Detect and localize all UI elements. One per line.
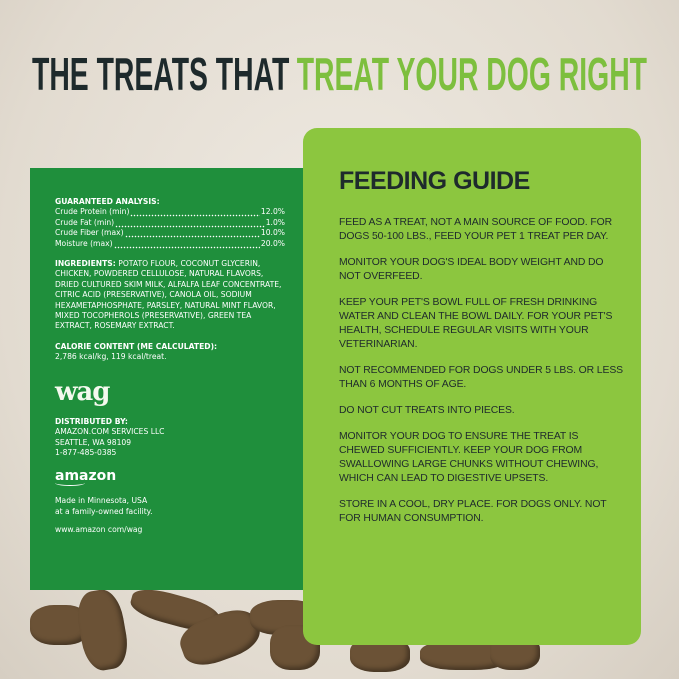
made-in-line: at a family-owned facility. — [55, 506, 153, 516]
nutrition-label-panel: GUARANTEED ANALYSIS: Crude Protein (min)… — [30, 168, 305, 590]
ingredients-text: POTATO FLOUR, COCONUT GLYCERIN, CHICKEN,… — [55, 259, 282, 331]
distributor-line: 1-877-485-0385 — [55, 447, 117, 457]
analysis-value: 10.0% — [260, 228, 285, 238]
analysis-row: Moisture (max) 20.0% — [55, 238, 285, 250]
headline: THE TREATS THATTREAT YOUR DOG RIGHT — [32, 48, 647, 100]
ingredients: INGREDIENTS: POTATO FLOUR, COCONUT GLYCE… — [55, 259, 285, 332]
guide-paragraph: MONITOR YOUR DOG TO ENSURE THE TREAT IS … — [339, 431, 599, 484]
headline-part1: THE TREATS THAT — [32, 48, 289, 100]
analysis-name: Crude Protein (min) — [55, 207, 130, 217]
leader-dots — [130, 207, 260, 218]
headline-part2: TREAT YOUR DOG RIGHT — [297, 48, 647, 100]
leader-dots — [113, 238, 260, 250]
analysis-name: Crude Fiber (max) — [55, 228, 124, 238]
analysis-row: Crude Protein (min) 12.0% — [55, 207, 285, 218]
guide-paragraph: DO NOT CUT TREATS INTO PIECES. — [339, 405, 515, 416]
analysis-row: Crude Fat (min) 1.0% — [55, 217, 285, 229]
calorie-text: 2,786 kcal/kg, 119 kcal/treat. — [55, 352, 167, 362]
guide-paragraph: MONITOR YOUR DOG'S IDEAL BODY WEIGHT AND… — [339, 257, 604, 282]
amazon-smile-icon — [55, 480, 85, 487]
analysis-name: Crude Fat (min) — [55, 217, 115, 227]
made-in-line: Made in Minnesota, USA — [55, 496, 148, 506]
distributed-title: DISTRIBUTED BY: — [55, 416, 128, 426]
analysis-value: 20.0% — [260, 238, 285, 248]
feeding-guide-panel: FEEDING GUIDE FEED AS A TREAT, NOT A MAI… — [303, 128, 641, 645]
analysis-title: GUARANTEED ANALYSIS: — [55, 197, 160, 206]
ingredients-title: INGREDIENTS: — [55, 259, 116, 269]
analysis-name: Moisture (max) — [55, 238, 113, 248]
feeding-guide-title: FEEDING GUIDE — [339, 167, 530, 195]
wag-logo: wag — [55, 376, 110, 407]
analysis-row: Crude Fiber (max) 10.0% — [55, 228, 285, 239]
leader-dots — [115, 217, 265, 229]
distributor-line: AMAZON.COM SERVICES LLC — [55, 427, 165, 437]
distributor-line: SEATTLE, WA 98109 — [55, 437, 132, 447]
calorie-title: CALORIE CONTENT (ME CALCULATED): — [55, 341, 218, 351]
leader-dots — [124, 228, 260, 239]
analysis-value: 12.0% — [260, 207, 285, 217]
calorie-content: CALORIE CONTENT (ME CALCULATED): 2,786 kc… — [55, 342, 285, 363]
guide-paragraph: FEED AS A TREAT, NOT A MAIN SOURCE OF FO… — [339, 217, 613, 242]
guide-paragraph: KEEP YOUR PET'S BOWL FULL OF FRESH DRINK… — [339, 297, 613, 350]
guide-paragraph: NOT RECOMMENDED FOR DOGS UNDER 5 LBS. OR… — [339, 365, 623, 390]
analysis-value: 1.0% — [265, 217, 285, 227]
amazon-logo: amazon — [55, 468, 285, 487]
svg-text:THE TREATS THATTREAT YOUR DOG: THE TREATS THATTREAT YOUR DOG RIGHT — [32, 48, 647, 100]
amazon-logo-text: amazon — [55, 468, 117, 485]
guide-paragraph: STORE IN A COOL, DRY PLACE. FOR DOGS ONL… — [339, 499, 607, 524]
website: www.amazon com/wag — [55, 525, 143, 535]
